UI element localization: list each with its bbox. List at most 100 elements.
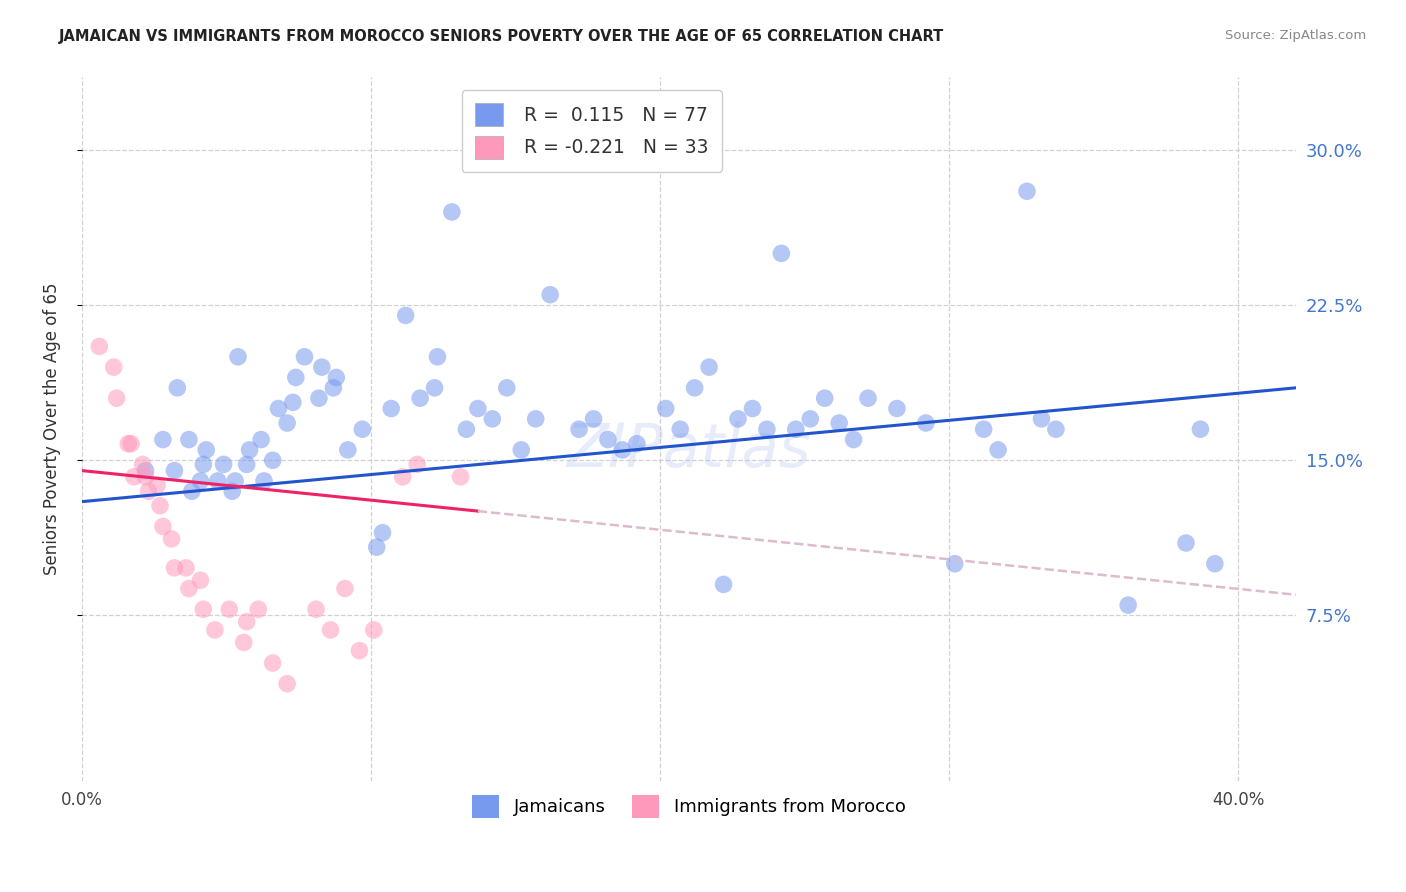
Point <box>352 422 374 436</box>
Point <box>366 540 388 554</box>
Point <box>973 422 995 436</box>
Point <box>226 350 249 364</box>
Point <box>409 391 432 405</box>
Text: ZIPatlas: ZIPatlas <box>567 421 811 480</box>
Point <box>1174 536 1197 550</box>
Point <box>612 442 634 457</box>
Point <box>322 381 344 395</box>
Point <box>683 381 706 395</box>
Point <box>294 350 316 364</box>
Point <box>828 416 851 430</box>
Point <box>755 422 778 436</box>
Point <box>423 381 446 395</box>
Point <box>177 582 200 596</box>
Point <box>481 412 503 426</box>
Point <box>138 484 160 499</box>
Point <box>886 401 908 416</box>
Point <box>224 474 246 488</box>
Point <box>190 474 212 488</box>
Point <box>371 525 394 540</box>
Point <box>131 458 153 472</box>
Point <box>524 412 547 426</box>
Point <box>253 474 276 488</box>
Point <box>195 442 218 457</box>
Point <box>1015 184 1038 198</box>
Point <box>349 643 371 657</box>
Point <box>510 442 533 457</box>
Point <box>655 401 678 416</box>
Point <box>1189 422 1212 436</box>
Point <box>713 577 735 591</box>
Point <box>152 519 174 533</box>
Point <box>135 470 157 484</box>
Point <box>336 442 359 457</box>
Point <box>135 464 157 478</box>
Point <box>103 360 125 375</box>
Point <box>495 381 517 395</box>
Point <box>235 615 257 629</box>
Point <box>146 478 169 492</box>
Point <box>250 433 273 447</box>
Point <box>456 422 478 436</box>
Point <box>207 474 229 488</box>
Point <box>426 350 449 364</box>
Point <box>122 470 145 484</box>
Point <box>262 453 284 467</box>
Point <box>333 582 356 596</box>
Point <box>276 677 298 691</box>
Point <box>239 442 262 457</box>
Point <box>596 433 619 447</box>
Point <box>987 442 1010 457</box>
Point <box>785 422 807 436</box>
Point <box>152 433 174 447</box>
Point <box>311 360 333 375</box>
Point <box>120 436 142 450</box>
Point <box>232 635 254 649</box>
Point <box>308 391 330 405</box>
Point <box>117 436 139 450</box>
Legend: Jamaicans, Immigrants from Morocco: Jamaicans, Immigrants from Morocco <box>465 789 912 825</box>
Point <box>319 623 342 637</box>
Point <box>180 484 202 499</box>
Point <box>212 458 235 472</box>
Point <box>163 561 186 575</box>
Point <box>262 656 284 670</box>
Y-axis label: Seniors Poverty Over the Age of 65: Seniors Poverty Over the Age of 65 <box>44 283 60 575</box>
Point <box>190 574 212 588</box>
Point <box>915 416 938 430</box>
Point <box>380 401 402 416</box>
Text: JAMAICAN VS IMMIGRANTS FROM MOROCCO SENIORS POVERTY OVER THE AGE OF 65 CORRELATI: JAMAICAN VS IMMIGRANTS FROM MOROCCO SENI… <box>59 29 945 44</box>
Point <box>325 370 347 384</box>
Point <box>193 458 215 472</box>
Point <box>856 391 879 405</box>
Point <box>193 602 215 616</box>
Point <box>1045 422 1067 436</box>
Point <box>1031 412 1053 426</box>
Point <box>166 381 188 395</box>
Point <box>1116 598 1139 612</box>
Point <box>281 395 304 409</box>
Point <box>247 602 270 616</box>
Point <box>235 458 257 472</box>
Point <box>395 309 418 323</box>
Point <box>582 412 605 426</box>
Point <box>276 416 298 430</box>
Point <box>669 422 692 436</box>
Point <box>174 561 197 575</box>
Point <box>1204 557 1226 571</box>
Point <box>440 205 463 219</box>
Point <box>204 623 226 637</box>
Point <box>391 470 413 484</box>
Point <box>267 401 290 416</box>
Point <box>626 436 648 450</box>
Point <box>284 370 307 384</box>
Point <box>160 532 183 546</box>
Point <box>177 433 200 447</box>
Point <box>727 412 749 426</box>
Point <box>450 470 472 484</box>
Point <box>218 602 240 616</box>
Point <box>943 557 966 571</box>
Point <box>467 401 489 416</box>
Point <box>163 464 186 478</box>
Point <box>814 391 837 405</box>
